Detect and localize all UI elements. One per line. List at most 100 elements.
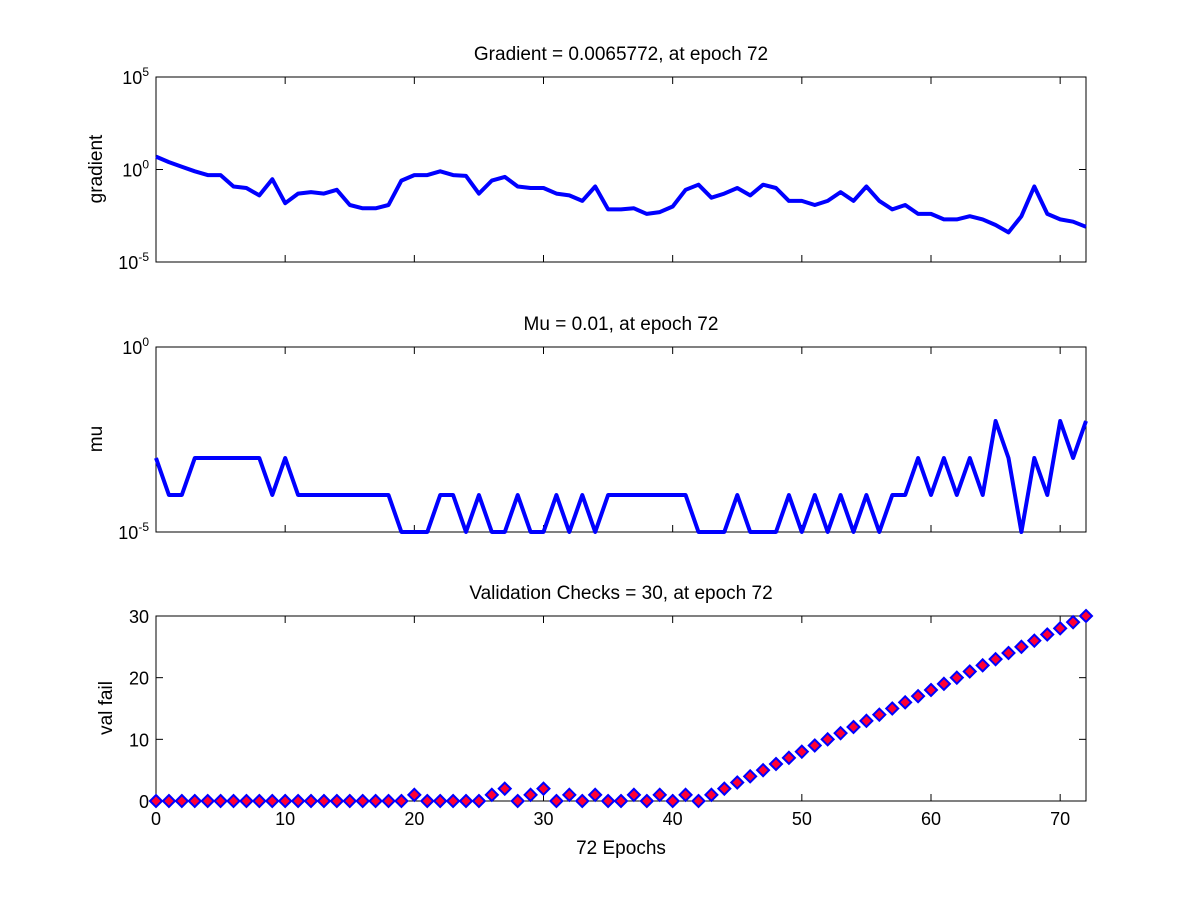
mu-plot-title: Mu = 0.01, at epoch 72 [524,314,719,335]
val-fail-point [419,793,435,809]
gradient-y-axis-label: gradient [86,134,107,203]
mu-y-axis-label: mu [86,426,107,452]
val-fail-point [200,793,216,809]
gradient-panel: 10-5 100 105 Gradient = 0.0065772, at epoc… [86,44,1087,273]
val-fail-point [949,670,965,686]
val-fail-axes-frame [155,615,1087,802]
x-tick-label: 20 [404,809,424,829]
val-fail-point [368,793,383,809]
val-fail-gridticks: 0 10 20 30 40 50 60 70 0 10 20 30 [129,607,1086,829]
val-fail-point [897,694,913,710]
val-fail-point [561,787,577,803]
val-fail-point [458,793,474,809]
x-tick-label: 10 [275,809,295,829]
val-fail-point [665,793,681,809]
val-fail-point [1052,620,1068,636]
mu-series-line [154,419,1088,534]
val-fail-point [148,793,164,809]
val-fail-point [523,787,538,803]
val-fail-y-axis-label: val fail [96,681,117,735]
val-fail-point [1026,633,1042,649]
val-fail-point [626,787,642,803]
y-tick-label: 10 [129,730,149,750]
val-fail-point [484,787,500,803]
val-fail-point [729,775,745,790]
val-fail-plot-title: Validation Checks = 30, at epoch 72 [469,583,772,604]
val-fail-point [226,793,241,809]
val-fail-point [536,781,551,797]
mu-axes-frame [155,346,1087,533]
val-fail-point [768,756,784,772]
val-fail-point [807,738,823,753]
val-fail-point [445,793,461,809]
val-fail-point [394,793,409,809]
val-fail-point [613,793,629,809]
val-fail-point [704,787,719,803]
y-tick-label: 0 [139,792,149,812]
val-fail-point [975,657,991,673]
gradient-plot-title: Gradient = 0.0065772, at epoch 72 [474,44,768,65]
val-fail-point [290,793,306,809]
val-fail-point [329,793,345,809]
val-fail-point [600,793,616,809]
val-fail-point [678,787,693,803]
val-fail-point [833,725,848,741]
val-fail-point [587,787,603,803]
x-axis-label: 72 Epochs [576,838,666,859]
val-fail-point [510,793,526,809]
val-fail-point [820,731,836,747]
x-tick-label: 70 [1050,809,1070,829]
val-fail-point [303,793,319,809]
gradient-gridticks: 10-5 100 105 [118,65,1086,273]
mu-panel: 10-5 100 Mu = 0.01, at epoch 72 mu [86,314,1088,543]
val-fail-point [161,793,177,809]
y-tick-label: 20 [129,669,149,689]
val-fail-point [794,744,810,760]
x-tick-label: 0 [151,809,161,829]
val-fail-point [432,793,448,809]
val-fail-point [264,793,280,809]
y-tick-label: 105 [122,65,149,88]
val-fail-point [471,793,487,809]
y-tick-label: 30 [129,607,149,627]
val-fail-point [316,793,332,809]
val-fail-markers [148,608,1094,809]
val-fail-point [716,781,732,797]
val-fail-point [923,682,939,698]
val-fail-point [174,793,190,809]
x-tick-label: 30 [533,809,553,829]
val-fail-point [652,787,668,803]
val-fail-point [239,793,254,809]
val-fail-point [871,707,887,723]
val-fail-point [1065,614,1081,630]
val-fail-point [549,793,564,809]
val-fail-point [497,781,513,797]
val-fail-point [755,762,771,778]
x-tick-label: 40 [663,809,683,829]
val-fail-point [639,793,655,809]
val-fail-point [988,651,1003,667]
val-fail-point [1001,645,1016,661]
val-fail-point [910,688,926,704]
val-fail-point [406,787,422,803]
val-fail-point [1078,608,1094,624]
val-fail-point [213,793,228,809]
y-tick-label: 100 [122,335,149,358]
y-tick-label: 100 [122,158,149,181]
y-tick-label: 10-5 [118,250,149,273]
x-tick-label: 50 [792,809,812,829]
val-fail-point [381,793,396,809]
val-fail-point [1014,639,1029,655]
val-fail-point [859,713,874,729]
val-fail-point [962,664,978,679]
val-fail-point [1039,627,1055,642]
x-tick-label: 60 [921,809,941,829]
gradient-series-line [155,154,1087,235]
val-fail-point [187,793,203,809]
val-fail-point [691,793,706,809]
val-fail-point [936,676,952,692]
val-fail-point [742,768,758,784]
val-fail-point [355,793,371,809]
val-fail-point [277,793,293,809]
